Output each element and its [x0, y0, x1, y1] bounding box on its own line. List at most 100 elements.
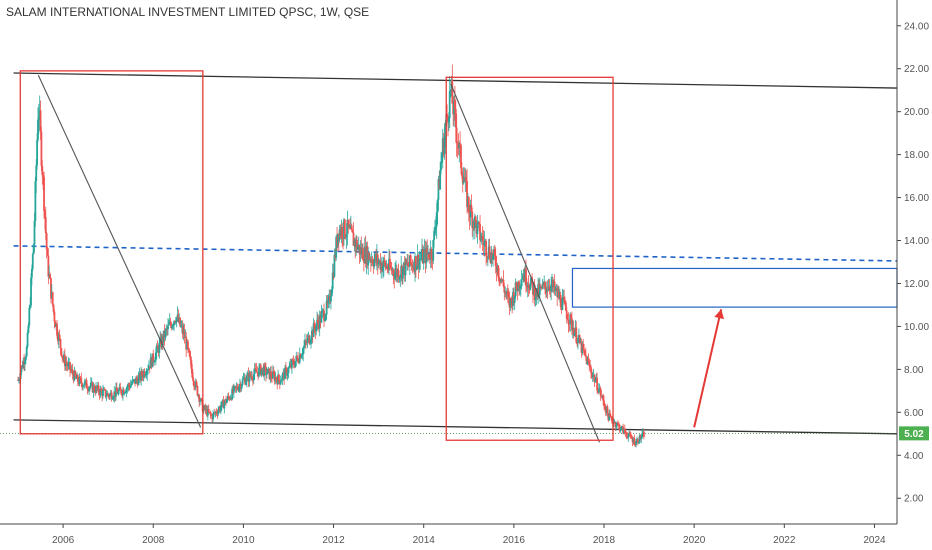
candle-body [625, 433, 628, 437]
candle-body [281, 374, 284, 380]
candle-body [428, 253, 430, 259]
candle-body [533, 284, 536, 301]
candle-body [200, 398, 203, 401]
candle-body [43, 176, 45, 212]
candle-body [411, 264, 414, 268]
candle-body [478, 222, 481, 224]
candle-body [575, 327, 578, 343]
candle-body [567, 320, 570, 325]
candle-body [615, 425, 618, 427]
candle-body [226, 399, 228, 403]
candle-body [506, 291, 509, 296]
candle-body [566, 318, 569, 321]
candle-body [610, 417, 613, 421]
drop-trendline-1 [37, 74, 202, 428]
x-tick-label: 2018 [593, 535, 616, 546]
candle-body [190, 360, 193, 369]
up-arrow-shaft [693, 309, 723, 428]
candle-body [83, 385, 85, 387]
candle-body [602, 395, 605, 401]
candle-body [572, 328, 575, 337]
x-tick-label: 2012 [322, 535, 345, 546]
candle-body [45, 233, 48, 250]
candle-body [288, 366, 291, 368]
candle-body [297, 357, 299, 362]
candle-body [415, 265, 418, 270]
candle-body [104, 389, 107, 397]
candle-body [102, 390, 104, 396]
candle-body [105, 395, 108, 397]
candle-body [220, 401, 223, 407]
candle-body [80, 378, 83, 384]
candle-body [447, 118, 450, 123]
candle-body [249, 372, 252, 377]
candle-body [39, 110, 42, 132]
candle-body [584, 354, 587, 357]
candle-body [36, 139, 39, 166]
candle-body [286, 373, 289, 376]
candle-body [515, 282, 518, 289]
candle-body [436, 199, 439, 213]
candle-body [70, 370, 72, 372]
candle-body [553, 281, 556, 291]
candle-body [97, 385, 100, 393]
candle-body [425, 247, 428, 264]
candle-body [156, 345, 159, 348]
candle-body [459, 143, 462, 145]
candle-body [327, 299, 330, 304]
candle-body [498, 276, 501, 279]
candle-body [399, 275, 402, 278]
candle-body [33, 221, 36, 245]
candle-body [82, 385, 84, 388]
candle-body [236, 386, 239, 389]
candle-body [315, 325, 318, 332]
candle-body [356, 239, 358, 250]
candle-body [284, 367, 287, 369]
candle-body [28, 307, 31, 326]
x-tick-label: 2022 [773, 535, 796, 546]
candle-body [100, 388, 103, 391]
x-tick-label: 2024 [863, 535, 886, 546]
y-tick-label: 20.00 [904, 107, 929, 118]
candle-body [518, 281, 520, 289]
candle-body [387, 269, 390, 271]
y-tick-label: 8.00 [904, 365, 924, 376]
candle-body [158, 342, 161, 353]
candle-body [291, 360, 293, 368]
candle-body [520, 279, 523, 287]
candle-body [444, 125, 447, 136]
candle-body [591, 375, 594, 377]
candle-body [69, 362, 71, 371]
candle-body [147, 369, 149, 371]
overlay-layer [19, 70, 725, 443]
y-tick-label: 16.00 [904, 193, 929, 204]
candle-body [140, 371, 143, 381]
y-tick-label: 22.00 [904, 64, 929, 75]
candle-body [153, 361, 156, 363]
candle-body [564, 302, 567, 311]
candle-body [232, 386, 235, 393]
candle-body [634, 444, 637, 446]
candle-body [350, 225, 353, 231]
candle-body [474, 216, 477, 222]
candle-body [398, 277, 401, 280]
candle-body [303, 345, 305, 349]
candle-body [125, 388, 128, 393]
candle-body [324, 314, 327, 320]
candle-body [107, 393, 110, 396]
candle-body [291, 360, 294, 362]
candle-body [171, 325, 174, 329]
candle-body [179, 317, 182, 327]
candle-body [488, 246, 491, 259]
candle-body [456, 143, 459, 145]
candle-body [32, 244, 35, 255]
candle-body [115, 387, 117, 397]
candle-body [78, 376, 81, 385]
candle-body [466, 181, 468, 207]
y-tick-label: 6.00 [904, 408, 924, 419]
candle-body [131, 380, 134, 384]
candle-body [473, 216, 476, 229]
candle-body [124, 392, 127, 394]
